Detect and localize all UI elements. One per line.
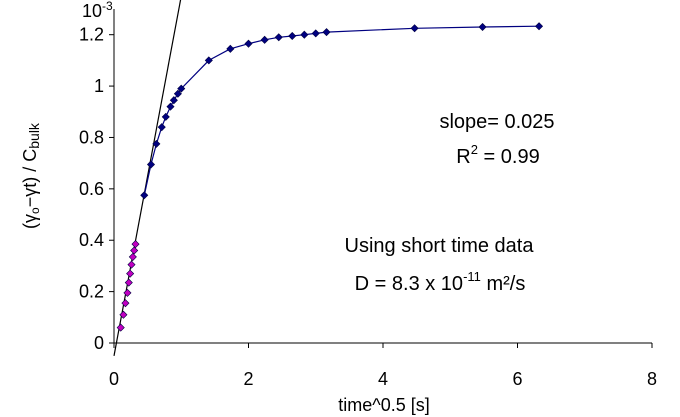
y-ticks: 0 0.2 0.4 0.6 0.8 1 1.2 bbox=[79, 25, 114, 353]
y-tick-label: 0 bbox=[94, 333, 104, 353]
x-tick-label: 2 bbox=[243, 369, 253, 389]
data-point bbox=[130, 246, 139, 255]
data-point bbox=[161, 112, 170, 121]
data-series bbox=[116, 22, 544, 332]
y-multiplier-label: 10-3 bbox=[82, 0, 113, 21]
data-point bbox=[119, 310, 128, 319]
data-point bbox=[131, 240, 140, 249]
data-point bbox=[128, 252, 137, 261]
r2-annotation: R2 = 0.99 bbox=[456, 142, 539, 168]
data-point bbox=[410, 24, 419, 33]
data-point bbox=[244, 39, 253, 48]
fit-line bbox=[113, 0, 182, 356]
data-point bbox=[300, 30, 309, 39]
y-tick-label: 1.2 bbox=[79, 25, 104, 45]
x-tick-label: 6 bbox=[512, 369, 522, 389]
data-point bbox=[140, 191, 149, 200]
data-point bbox=[127, 260, 136, 269]
data-point bbox=[311, 29, 320, 38]
data-point bbox=[177, 84, 186, 93]
data-point bbox=[288, 31, 297, 41]
data-point bbox=[534, 22, 544, 31]
data-point bbox=[124, 278, 133, 287]
y-tick-label: 0.6 bbox=[79, 179, 104, 199]
data-point bbox=[322, 28, 331, 37]
data-point bbox=[173, 89, 182, 98]
data-point bbox=[152, 139, 161, 148]
x-tick-label: 4 bbox=[378, 369, 388, 389]
data-point bbox=[116, 323, 125, 332]
data-point bbox=[121, 299, 130, 308]
data-point bbox=[274, 33, 283, 42]
data-point bbox=[169, 96, 178, 105]
data-point bbox=[166, 102, 175, 111]
data-point bbox=[146, 160, 156, 169]
data-point bbox=[260, 35, 269, 44]
data-point bbox=[157, 123, 166, 132]
x-tick-label: 0 bbox=[109, 369, 119, 389]
y-tick-label: 0.8 bbox=[79, 127, 104, 147]
x-axis-label: time^0.5 [s] bbox=[338, 395, 429, 415]
y-tick-label: 0.2 bbox=[79, 282, 104, 302]
using-short-time-annotation: Using short time data bbox=[345, 235, 535, 257]
data-point bbox=[126, 269, 135, 278]
data-point bbox=[478, 22, 487, 32]
y-tick-label: 1 bbox=[94, 76, 104, 96]
x-tick-label: 8 bbox=[647, 369, 657, 389]
diffusion-annotation: D = 8.3 x 10-11 m²/s bbox=[355, 269, 526, 295]
y-tick-label: 0.4 bbox=[79, 230, 104, 250]
data-point bbox=[204, 56, 213, 65]
y-axis-label: (γo−γt) / Cbulk bbox=[20, 122, 42, 229]
data-point bbox=[226, 44, 235, 53]
data-point bbox=[123, 288, 132, 297]
x-ticks: 0 2 4 6 8 bbox=[109, 343, 657, 389]
slope-annotation: slope= 0.025 bbox=[439, 111, 554, 133]
